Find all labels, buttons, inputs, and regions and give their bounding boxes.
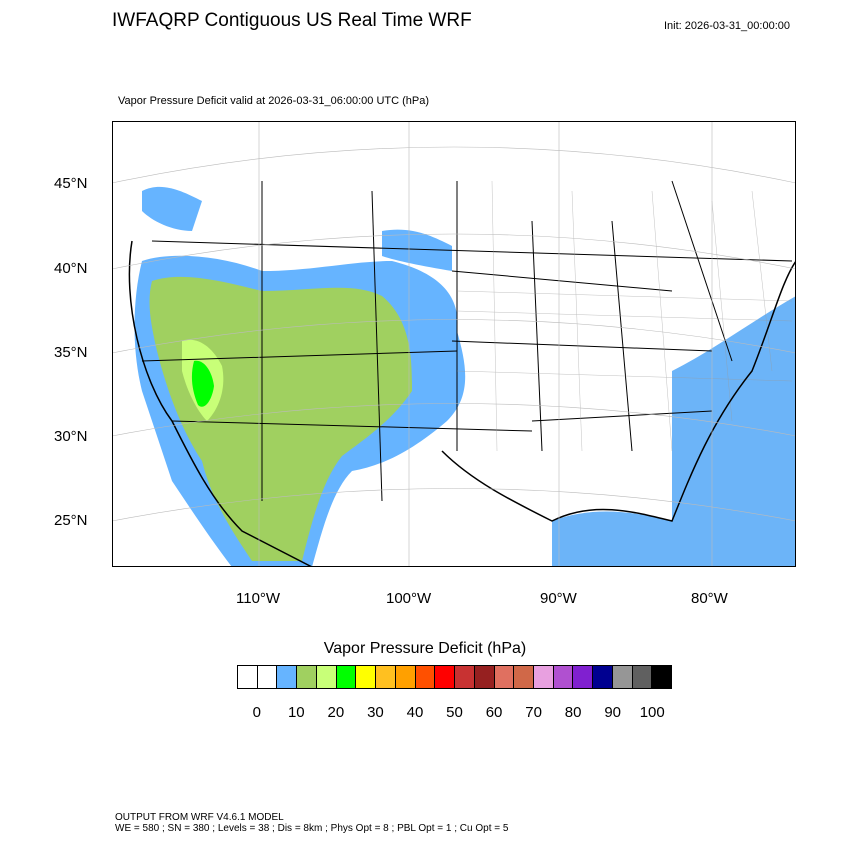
colorbar-swatch: [593, 666, 613, 688]
colorbar-swatch: [553, 666, 574, 688]
init-time: Init: 2026-03-31_00:00:00: [664, 20, 790, 32]
west-bright-field: [191, 360, 214, 407]
colorbar-swatch: [336, 666, 357, 688]
gulf-shade: [552, 511, 712, 567]
colorbar-swatch: [514, 666, 535, 688]
map-svg: [111, 121, 797, 568]
colorbar-swatch: [494, 666, 515, 688]
lon-label-100: 100°W: [386, 590, 432, 607]
colorbar-tick-label: 60: [485, 704, 503, 721]
colorbar-swatch: [455, 666, 475, 688]
colorbar: [237, 665, 672, 689]
colorbar-tick-label: 10: [287, 704, 305, 721]
atlantic-shade: [672, 296, 796, 567]
field-subtitle: Vapor Pressure Deficit valid at 2026-03-…: [118, 95, 430, 107]
nw-blue-patch: [142, 186, 202, 231]
colorbar-tick-label: 90: [604, 704, 622, 721]
colorbar-tick-label: 30: [367, 704, 384, 721]
colorbar-swatch: [435, 666, 456, 688]
colorbar-tick-label: 50: [446, 704, 463, 721]
lon-label-80: 80°W: [691, 590, 728, 607]
colorbar-swatch: [316, 666, 337, 688]
colorbar-swatch: [415, 666, 436, 688]
colorbar-swatch: [277, 666, 298, 688]
colorbar-swatch: [474, 666, 495, 688]
map-panel: [111, 121, 797, 568]
lat-label-35: 35°N: [54, 344, 88, 361]
colorbar-tick-label: 100: [639, 704, 665, 721]
coastline: [128, 240, 797, 568]
colorbar-title: Vapor Pressure Deficit (hPa): [323, 640, 527, 657]
lon-label-90: 90°W: [540, 590, 577, 607]
state-borders: [141, 180, 793, 502]
chart-title: IWFAQRP Contiguous US Real Time WRF: [112, 10, 472, 31]
north-blue-patch: [382, 229, 452, 271]
colorbar-swatch: [632, 666, 653, 688]
colorbar-swatch: [238, 666, 258, 688]
colorbar-swatch: [376, 666, 396, 688]
colorbar-swatch: [395, 666, 416, 688]
colorbar-swatch: [573, 666, 594, 688]
colorbar-swatch: [612, 666, 633, 688]
colorbar-tick-label: 80: [564, 704, 582, 721]
colorbar-swatch: [534, 666, 554, 688]
lat-label-45: 45°N: [54, 175, 88, 192]
colorbar-swatch: [356, 666, 377, 688]
lon-label-110: 110°W: [236, 590, 281, 607]
colorbar-tick-label: 40: [406, 704, 424, 721]
graticule: [111, 121, 797, 567]
colorbar-swatch: [652, 666, 672, 688]
footer-model-line: OUTPUT FROM WRF V4.6.1 MODEL: [115, 812, 284, 823]
colorbar-tick-label: 70: [525, 704, 542, 721]
lat-label-30: 30°N: [54, 428, 88, 445]
lat-label-25: 25°N: [54, 512, 88, 529]
footer-config-line: WE = 580 ; SN = 380 ; Levels = 38 ; Dis …: [115, 823, 509, 834]
colorbar-tick-label: 0: [252, 704, 261, 721]
colorbar-tick-label: 20: [327, 704, 345, 721]
colorbar-swatch: [257, 666, 278, 688]
lat-label-40: 40°N: [54, 260, 88, 277]
colorbar-swatch: [297, 666, 317, 688]
west-green-field: [149, 276, 412, 561]
